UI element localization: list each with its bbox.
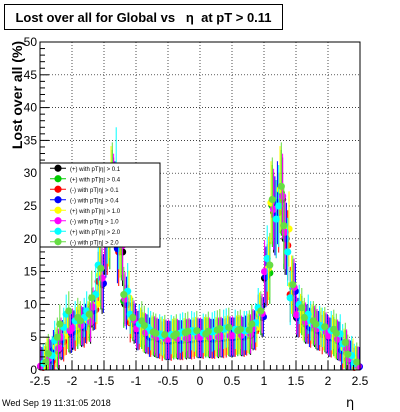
legend-label: (+) with pT|η| > 2.0 <box>70 230 121 236</box>
x-tick-label: -1 <box>131 374 142 388</box>
y-tick-label: 50 <box>24 35 38 49</box>
x-tick-label: 0 <box>197 374 204 388</box>
data-point <box>286 294 294 302</box>
x-tick-label: 2 <box>325 374 332 388</box>
data-point <box>312 320 320 328</box>
legend-marker <box>54 206 62 214</box>
data-point <box>257 307 265 315</box>
legend-marker <box>54 227 62 235</box>
data-point <box>44 350 52 358</box>
data-point <box>204 327 212 335</box>
y-tick-label: 30 <box>24 166 38 180</box>
x-axis-label: η <box>346 396 355 411</box>
data-point <box>184 327 192 335</box>
data-point <box>263 254 271 263</box>
timestamp: Wed Sep 19 11:31:05 2018 <box>2 398 111 408</box>
legend-label: (-) with pT|η| > 0.4 <box>70 198 119 204</box>
y-tick-label: 10 <box>24 297 38 311</box>
legend-marker <box>54 196 62 204</box>
x-tick-label: -2.5 <box>30 374 51 388</box>
y-tick-label: 0 <box>30 363 37 377</box>
y-tick-label: 15 <box>24 265 38 279</box>
legend-marker <box>54 175 62 183</box>
chart-title: Lost over all for Global vs η at pT > 0.… <box>4 4 283 30</box>
legend-label: (-) with pT|η| > 0.1 <box>70 188 119 194</box>
data-point <box>216 325 224 333</box>
y-tick-label: 35 <box>24 133 38 147</box>
data-point <box>56 320 64 328</box>
data-point <box>129 313 137 322</box>
data-point <box>69 324 77 332</box>
data-point <box>225 323 233 331</box>
y-tick-label: 20 <box>24 232 38 246</box>
data-point <box>193 327 201 335</box>
legend-label: (+) with pT|η| > 1.0 <box>70 209 121 215</box>
data-point <box>261 268 269 276</box>
data-point <box>248 320 256 328</box>
data-point <box>65 307 73 315</box>
data-point <box>289 281 297 289</box>
data-point <box>53 333 61 341</box>
data-point <box>97 264 105 272</box>
y-tick-label: 5 <box>30 330 37 344</box>
legend-marker <box>54 238 62 246</box>
data-point <box>272 215 280 223</box>
data-point <box>161 330 169 339</box>
legend-label: (-) with pT|η| > 2.0 <box>70 240 119 246</box>
data-point <box>293 311 301 319</box>
y-axis-label: Lost over all (%) <box>9 40 25 150</box>
data-point <box>98 274 106 282</box>
legend-label: (+) with pT|η| > 0.1 <box>70 167 121 173</box>
x-tick-label: -0.5 <box>158 374 179 388</box>
x-tick-label: -1.5 <box>94 374 115 388</box>
data-point <box>229 332 237 340</box>
y-tick-label: 25 <box>24 199 38 213</box>
data-point <box>76 317 84 325</box>
data-point <box>266 261 274 269</box>
legend: (+) with pT|η| > 0.1 (+) with pT|η| > 0.4… <box>39 162 161 248</box>
data-point <box>298 304 306 312</box>
data-point <box>88 294 96 302</box>
data-point <box>344 350 352 358</box>
data-point <box>300 313 308 322</box>
legend-label: (-) with pT|η| > 1.0 <box>70 219 119 225</box>
x-tick-label: 0.5 <box>224 374 241 388</box>
data-point <box>353 358 361 366</box>
x-tick-label: 1.5 <box>288 374 305 388</box>
x-tick-label: 2.5 <box>352 374 369 388</box>
data-point <box>152 329 160 337</box>
legend-marker <box>54 185 62 193</box>
x-tick-label: 1 <box>261 374 268 388</box>
data-point <box>277 182 285 190</box>
y-tick-label: 40 <box>24 101 38 115</box>
data-point <box>140 321 148 329</box>
data-point <box>120 290 128 299</box>
data-point <box>321 323 329 331</box>
data-point <box>236 325 244 333</box>
data-point <box>85 310 93 318</box>
data-point <box>268 195 276 204</box>
data-point <box>275 202 283 210</box>
x-tick-label: -2 <box>67 374 78 388</box>
data-point <box>341 338 349 347</box>
data-point <box>284 248 292 256</box>
legend-label: (+) with pT|η| > 0.4 <box>70 177 121 183</box>
data-point <box>172 330 180 338</box>
data-point <box>332 329 340 337</box>
y-tick-label: 45 <box>24 68 38 82</box>
data-point <box>280 222 288 230</box>
legend-marker <box>54 217 62 225</box>
data-point <box>245 326 253 334</box>
legend-marker <box>54 164 62 172</box>
